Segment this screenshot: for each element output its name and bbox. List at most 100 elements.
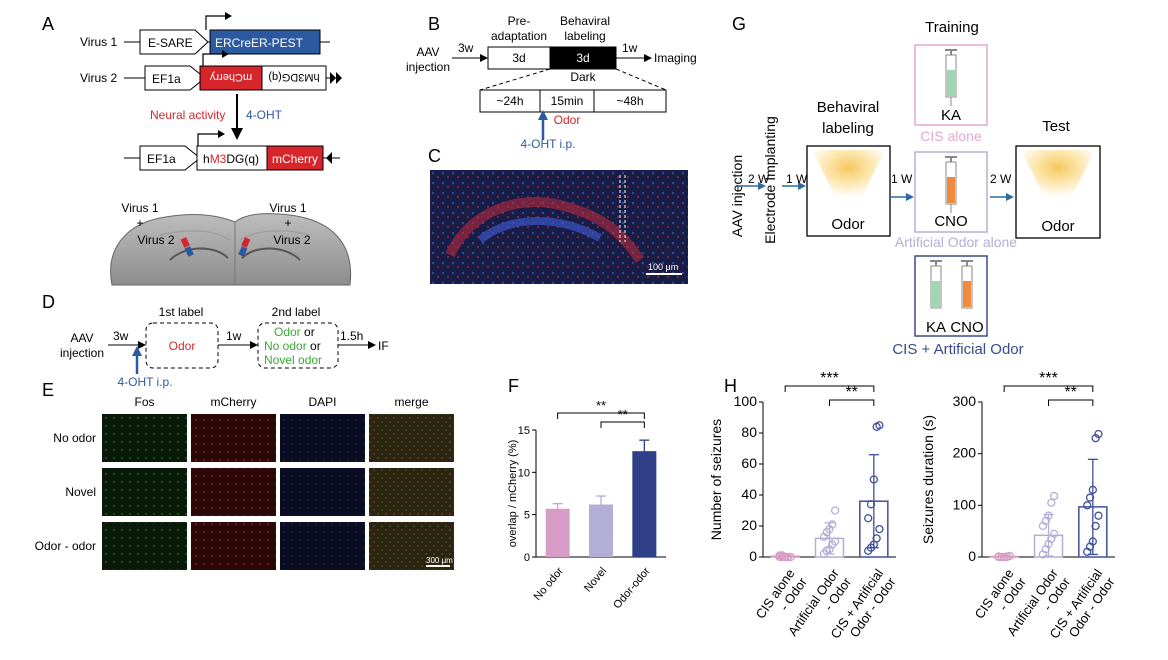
aav-label-d: AAV xyxy=(70,331,93,345)
panel-d-letter: D xyxy=(42,292,55,312)
neural-activity-label: Neural activity xyxy=(150,108,225,122)
data-point xyxy=(828,520,837,529)
data-point xyxy=(1002,552,1012,562)
y-axis-label: overlap / mCherry (%) xyxy=(507,440,519,548)
micrograph-tile xyxy=(102,468,187,516)
panel-e: E Fos mCherry DAPI merge No odor Novel Odor - … xyxy=(35,380,454,570)
h24-label: ~24h xyxy=(496,94,523,108)
brain-slice-image xyxy=(110,213,352,286)
ef1a-label-2: EF1a xyxy=(147,152,176,166)
1w-label-g1: 1 W xyxy=(786,172,808,186)
micrograph-tile xyxy=(280,522,365,570)
y-tick-label: 20 xyxy=(741,517,757,533)
art-odor-alone-label: Artificial Odor alone xyxy=(895,234,1017,250)
4oht-label-a: 4-OHT xyxy=(246,108,283,122)
data-point xyxy=(1083,501,1092,510)
cno2-label: CNO xyxy=(950,319,983,336)
label2-title: 2nd label xyxy=(272,305,321,319)
hm3dg-label: hM3DG(q) xyxy=(203,152,259,166)
micrograph-tile xyxy=(280,414,365,462)
behav-labeling-g1: Behaviral xyxy=(817,99,880,116)
cis-art-label: CIS + Artificial Odor xyxy=(892,341,1023,358)
micrograph-tile xyxy=(191,468,276,516)
esare-label: E-SARE xyxy=(148,36,193,50)
option-novel-odor: Novel odor xyxy=(264,353,322,367)
dark-label: Dark xyxy=(570,70,596,84)
behav-labeling-g2: labeling xyxy=(822,120,874,137)
training-label: Training xyxy=(925,19,979,36)
bar xyxy=(589,504,613,557)
virus1-label: Virus 1 xyxy=(80,35,117,49)
mcherry-inverted xyxy=(199,65,263,91)
panel-c-letter: C xyxy=(428,146,441,166)
ef1a-promoter-1 xyxy=(144,65,206,91)
preadapt-days: 3d xyxy=(512,51,525,65)
y-tick-label: 100 xyxy=(734,393,758,409)
panel-f-chart: F 0 5 10 15 overlap / mCherry (%) No odor Nove… xyxy=(507,376,666,611)
panel-b-letter: B xyxy=(428,14,440,34)
odor-box1-label: Odor xyxy=(831,216,864,233)
y-tick-label: 0 xyxy=(749,548,757,564)
data-point xyxy=(1091,434,1100,443)
data-point xyxy=(830,537,840,546)
significance-bracket xyxy=(1003,385,1094,392)
y-tick-label: 10 xyxy=(518,467,530,479)
ef1a-promoter-2 xyxy=(139,145,201,171)
significance-bracket xyxy=(557,412,645,419)
4oht-ip-label-d: 4-OHT i.p. xyxy=(117,375,172,389)
column-header: mCherry xyxy=(210,395,256,409)
significance-label: ** xyxy=(845,384,857,401)
column-header: Fos xyxy=(134,395,154,409)
y-tick-label: 5 xyxy=(524,510,530,522)
panel-g-letter: G xyxy=(732,14,746,34)
brain-left-virus2: Virus 2 xyxy=(137,233,174,247)
data-point xyxy=(830,506,840,515)
significance-bracket xyxy=(1048,399,1094,406)
if-label: IF xyxy=(378,339,389,353)
y-tick-label: 40 xyxy=(741,486,757,502)
1w-label-b: 1w xyxy=(622,41,638,55)
panel-f-letter: F xyxy=(508,376,519,396)
odor-label-b: Odor xyxy=(554,113,581,127)
data-point xyxy=(1085,493,1095,502)
option-no-odor: No odor or xyxy=(264,339,321,353)
data-point xyxy=(1049,491,1059,501)
scalebar-e: 300 μm xyxy=(426,556,453,565)
behav-line1: Behaviral xyxy=(560,14,610,28)
virus2-label: Virus 2 xyxy=(80,71,117,85)
cis-alone-label: CIS alone xyxy=(920,128,982,144)
1w-label-g2: 1 W xyxy=(891,172,913,186)
row-label: Novel xyxy=(65,485,96,499)
y-axis-label: Number of seizures xyxy=(708,419,724,540)
y-tick-label: 200 xyxy=(953,445,977,461)
ercreer-gene xyxy=(209,29,321,55)
hm3dg-gene xyxy=(196,145,268,171)
labeling-days: 3d xyxy=(576,51,589,65)
micrograph-tile xyxy=(191,522,276,570)
mcherry-inv-label: mCherry xyxy=(209,71,252,83)
significance-bracket xyxy=(829,399,875,406)
injection-label-d: injection xyxy=(60,346,104,360)
data-point xyxy=(1088,537,1097,546)
brain-left-plus: + xyxy=(136,216,143,230)
data-point xyxy=(864,514,873,523)
data-point xyxy=(1091,521,1100,531)
ka-cno-box xyxy=(914,255,988,337)
3w-label-b: 3w xyxy=(458,41,474,55)
panel-d: D AAV injection 3w 1st label Odor 1w 2nd… xyxy=(42,292,389,389)
hm3dg-inverted xyxy=(261,65,327,91)
2w-label-g1: 2 W xyxy=(748,172,770,186)
1w-label-d: 1w xyxy=(226,329,242,343)
syringe-icon-ka2 xyxy=(930,260,942,309)
significance-bracket xyxy=(600,421,645,428)
imaging-label: Imaging xyxy=(654,51,697,65)
brain-left-virus1: Virus 1 xyxy=(121,201,158,215)
scalebar-c: 100 μm xyxy=(648,262,678,272)
panel-c: C 100 μm xyxy=(428,146,688,284)
aav-label-b: AAV xyxy=(416,45,439,59)
brain-right-virus1: Virus 1 xyxy=(269,201,306,215)
injection-label-b: injection xyxy=(406,60,450,74)
option-odor: Odor or xyxy=(274,325,315,339)
